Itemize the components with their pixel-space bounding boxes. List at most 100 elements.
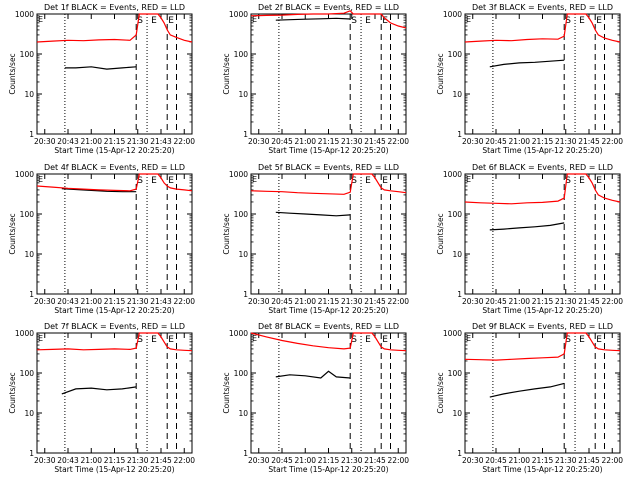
event-marker-label: E	[382, 176, 388, 186]
x-tick-label: 20:43	[57, 137, 79, 146]
x-tick-label: 21:15	[318, 137, 340, 146]
panel-title: Det 6f BLACK = Events, RED = LLD	[472, 163, 613, 172]
panel-5: Det 5f BLACK = Events, RED = LLD 1 10 100 10…	[222, 163, 409, 315]
series-line-lld	[36, 173, 193, 192]
series-line-events	[61, 386, 137, 395]
x-tick-label: 21:15	[104, 297, 126, 306]
x-tick-label: 21:00	[294, 297, 316, 306]
y-tick-label: 10	[24, 250, 34, 259]
x-axis-title: Start Time (15-Apr-12 20:25:20)	[482, 465, 602, 474]
y-tick-label: 1	[457, 290, 462, 299]
corner-marker-label: E	[466, 175, 471, 184]
event-marker-label: E	[596, 335, 602, 345]
panel-title: Det 8f BLACK = Events, RED = LLD	[258, 322, 399, 331]
event-marker-label: E	[168, 335, 174, 345]
event-marker-label: S	[565, 16, 571, 26]
event-marker-label: E	[151, 176, 157, 186]
y-axis-title: Counts/sec	[222, 213, 231, 254]
y-tick-label: 1000	[229, 170, 248, 179]
y-axis-title: Counts/sec	[222, 372, 231, 413]
panel-title: Det 2f BLACK = Events, RED = LLD	[258, 3, 399, 12]
x-axis-title: Start Time (15-Apr-12 20:25:20)	[54, 146, 174, 155]
series-line-events	[489, 382, 565, 398]
x-tick-label: 20:30	[34, 137, 56, 146]
series-line-events	[275, 17, 351, 21]
x-tick-label: 21:30	[555, 137, 577, 146]
x-tick-label: 20:43	[57, 297, 79, 306]
y-tick-label: 1	[243, 290, 248, 299]
event-marker-label: E	[579, 176, 585, 186]
x-tick-label: 21:00	[508, 456, 530, 465]
event-marker-label: E	[596, 16, 602, 26]
x-tick-label: 21:00	[508, 297, 530, 306]
x-tick-label: 21:00	[294, 456, 316, 465]
event-marker-label: S	[565, 176, 571, 186]
y-tick-label: 1000	[443, 10, 462, 19]
event-marker-label: E	[382, 16, 388, 26]
series-line-lld	[250, 332, 407, 352]
y-axis-title: Counts/sec	[8, 53, 17, 94]
x-tick-label: 21:00	[508, 137, 530, 146]
event-marker-label: E	[579, 335, 585, 345]
event-marker-label: S	[565, 335, 571, 345]
x-axis-title: Start Time (15-Apr-12 20:25:20)	[482, 146, 602, 155]
y-axis-title: Counts/sec	[436, 372, 445, 413]
y-tick-label: 100	[234, 210, 249, 219]
x-axis-title: Start Time (15-Apr-12 20:25:20)	[268, 465, 388, 474]
panel-3: Det 3f BLACK = Events, RED = LLD 1 10 100 10…	[436, 3, 623, 155]
x-tick-label: 21:45	[364, 456, 386, 465]
y-tick-label: 100	[448, 369, 463, 378]
x-tick-label: 20:45	[271, 456, 293, 465]
event-marker-label: E	[365, 335, 371, 345]
series-line-events	[64, 66, 137, 70]
x-tick-label: 22:00	[387, 297, 409, 306]
y-tick-label: 1	[457, 130, 462, 139]
y-tick-label: 100	[20, 369, 35, 378]
series-line-events	[61, 188, 137, 193]
corner-marker-label: E	[38, 175, 43, 184]
panel-1: Det 1f BLACK = Events, RED = LLD 1 10 100 10…	[8, 3, 195, 155]
x-tick-label: 21:00	[80, 297, 102, 306]
x-tick-label: 21:30	[127, 456, 149, 465]
x-tick-label: 20:30	[34, 297, 56, 306]
x-tick-label: 20:30	[462, 297, 484, 306]
x-tick-label: 22:00	[601, 297, 623, 306]
panel-7: Det 7f BLACK = Events, RED = LLD 1 10 100 10…	[8, 322, 195, 474]
x-tick-label: 22:00	[173, 456, 195, 465]
y-axis-title: Counts/sec	[436, 53, 445, 94]
x-tick-label: 21:00	[80, 137, 102, 146]
x-tick-label: 20:45	[271, 137, 293, 146]
x-tick-label: 22:00	[601, 137, 623, 146]
x-tick-label: 21:43	[150, 297, 172, 306]
event-marker-label: E	[168, 16, 174, 26]
x-tick-label: 21:45	[364, 137, 386, 146]
corner-marker-label: E	[252, 334, 257, 343]
panel-title: Det 7f BLACK = Events, RED = LLD	[44, 322, 185, 331]
panel-8: Det 8f BLACK = Events, RED = LLD 1 10 100 10…	[222, 322, 409, 474]
series-line-lld	[464, 173, 621, 205]
panel-6: Det 6f BLACK = Events, RED = LLD 1 10 100 10…	[436, 163, 623, 315]
series-line-events	[489, 222, 565, 231]
series-line-events	[489, 59, 565, 68]
y-tick-label: 1000	[15, 10, 34, 19]
x-tick-label: 20:45	[485, 456, 507, 465]
x-tick-label: 20:43	[57, 456, 79, 465]
y-tick-label: 1	[243, 130, 248, 139]
event-marker-label: E	[151, 16, 157, 26]
y-tick-label: 1000	[15, 329, 34, 338]
x-tick-label: 21:30	[341, 137, 363, 146]
x-tick-label: 20:30	[34, 456, 56, 465]
y-axis-title: Counts/sec	[8, 372, 17, 413]
panel-4: Det 4f BLACK = Events, RED = LLD 1 10 100 10…	[8, 163, 195, 315]
series-line-lld	[464, 13, 621, 43]
y-axis-title: Counts/sec	[436, 213, 445, 254]
x-tick-label: 22:00	[387, 456, 409, 465]
y-tick-label: 10	[238, 409, 248, 418]
x-tick-label: 21:15	[532, 137, 554, 146]
event-marker-label: S	[137, 335, 143, 345]
x-tick-label: 20:30	[248, 456, 270, 465]
event-marker-label: E	[579, 16, 585, 26]
y-tick-label: 10	[238, 250, 248, 259]
y-tick-label: 1	[29, 290, 34, 299]
